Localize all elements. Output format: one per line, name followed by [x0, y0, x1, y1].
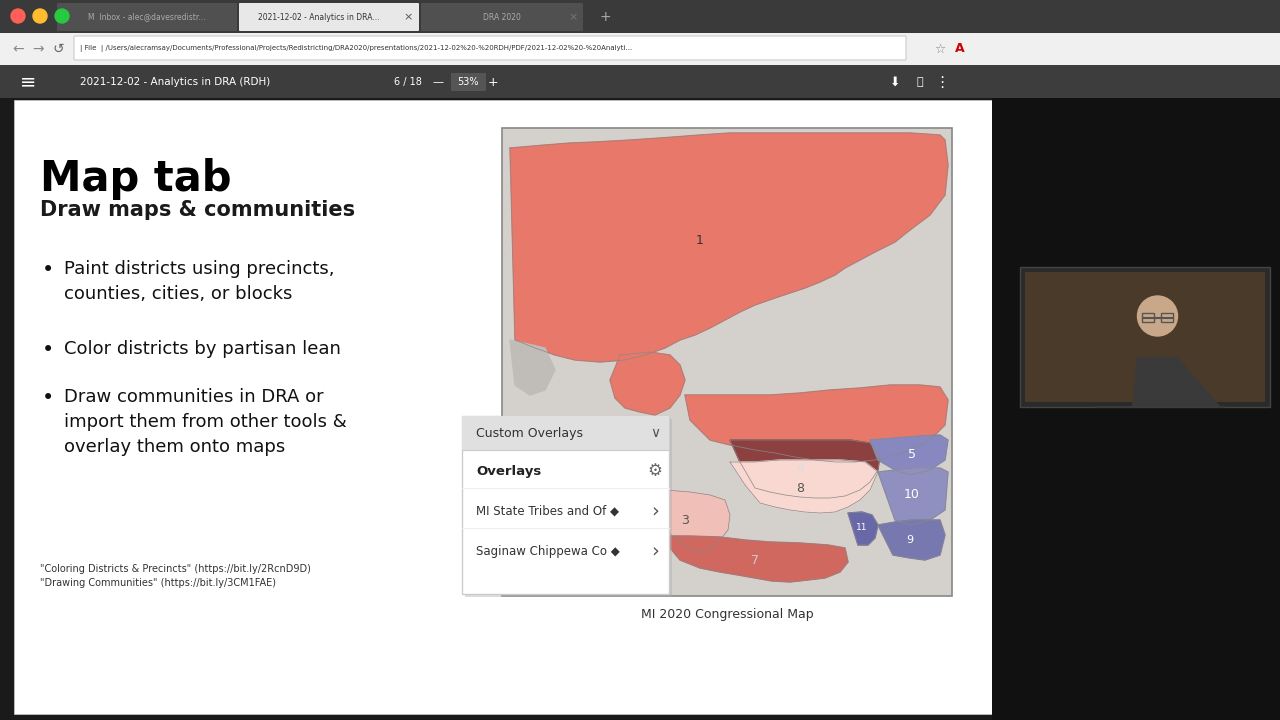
Text: ☆: ☆: [934, 42, 946, 55]
Text: M  Inbox - alec@davesredistr...: M Inbox - alec@davesredistr...: [88, 12, 206, 22]
Text: 2021-12-02 - Analytics in DRA (RDH): 2021-12-02 - Analytics in DRA (RDH): [79, 77, 270, 87]
Text: | File  | /Users/alecramsay/Documents/Professional/Projects/Redistricting/DRA202: | File | /Users/alecramsay/Documents/Pro…: [79, 45, 632, 53]
Text: 9: 9: [906, 535, 914, 545]
Text: 53%: 53%: [457, 77, 479, 87]
Bar: [992, 98, 1280, 720]
Text: —: —: [433, 77, 444, 87]
Text: A: A: [955, 42, 965, 55]
Polygon shape: [660, 536, 849, 582]
Text: ⋮: ⋮: [934, 74, 950, 89]
Bar: [502, 128, 952, 596]
Bar: [0, 65, 1280, 98]
Polygon shape: [870, 435, 948, 475]
Text: Color districts by partisan lean: Color districts by partisan lean: [64, 340, 340, 358]
Polygon shape: [878, 468, 948, 525]
Text: DRA 2020: DRA 2020: [483, 12, 521, 22]
Text: 1: 1: [696, 233, 704, 246]
FancyBboxPatch shape: [239, 3, 419, 31]
Bar: [462, 416, 669, 594]
FancyBboxPatch shape: [74, 36, 906, 60]
Text: 5: 5: [908, 449, 916, 462]
Polygon shape: [637, 490, 730, 552]
Text: Saginaw Chippewa Co ◆: Saginaw Chippewa Co ◆: [476, 544, 620, 557]
Circle shape: [33, 9, 47, 23]
Polygon shape: [509, 530, 660, 575]
Bar: [1142, 313, 1153, 322]
Polygon shape: [509, 340, 556, 395]
Text: 🖨: 🖨: [916, 77, 923, 87]
Bar: [1161, 313, 1172, 322]
Text: 2021-12-02 - Analytics in DRA...: 2021-12-02 - Analytics in DRA...: [259, 12, 380, 22]
Text: "Coloring Districts & Precincts" (https://bit.ly/2RcnD9D): "Coloring Districts & Precincts" (https:…: [40, 564, 311, 574]
FancyBboxPatch shape: [421, 3, 582, 31]
Circle shape: [55, 9, 69, 23]
Polygon shape: [878, 520, 945, 560]
Circle shape: [12, 9, 26, 23]
Text: ∨: ∨: [650, 426, 660, 440]
FancyBboxPatch shape: [58, 3, 237, 31]
Bar: [1025, 272, 1265, 402]
Text: +: +: [488, 76, 498, 89]
Bar: [1020, 267, 1270, 407]
Polygon shape: [509, 133, 948, 362]
Text: MI 2020 Congressional Map: MI 2020 Congressional Map: [641, 608, 813, 621]
Text: ›: ›: [652, 502, 659, 521]
Text: ×: ×: [568, 12, 577, 22]
Text: ×: ×: [403, 12, 412, 22]
Bar: [0, 0, 1280, 33]
Bar: [0, 33, 1280, 65]
Polygon shape: [849, 512, 878, 545]
Polygon shape: [730, 440, 881, 498]
Text: 6: 6: [571, 546, 579, 559]
Bar: [14, 100, 992, 714]
Circle shape: [1138, 296, 1178, 336]
Text: ›: ›: [652, 541, 659, 560]
Text: 11: 11: [856, 523, 868, 533]
Polygon shape: [509, 440, 668, 535]
Text: "Drawing Communities" (https://bit.ly/3CM1FAE): "Drawing Communities" (https://bit.ly/3C…: [40, 578, 276, 588]
Polygon shape: [685, 385, 948, 462]
Text: MI State Tribes and Of ◆: MI State Tribes and Of ◆: [476, 505, 620, 518]
Text: •: •: [42, 260, 54, 280]
Text: →: →: [32, 42, 44, 56]
Text: Draw maps & communities: Draw maps & communities: [40, 200, 355, 220]
Text: 3: 3: [681, 513, 689, 526]
Text: ←: ←: [13, 42, 24, 56]
Text: ⬇: ⬇: [890, 76, 900, 89]
Text: 6 / 18: 6 / 18: [394, 77, 422, 87]
Text: Paint districts using precincts,
counties, cities, or blocks: Paint districts using precincts, countie…: [64, 260, 334, 303]
Polygon shape: [730, 460, 878, 513]
Text: 10: 10: [904, 488, 920, 502]
Text: ⚙: ⚙: [648, 462, 663, 480]
Text: Overlays: Overlays: [476, 464, 541, 477]
Bar: [462, 416, 669, 450]
Bar: [451, 73, 486, 91]
Text: Custom Overlays: Custom Overlays: [476, 426, 582, 439]
Polygon shape: [1094, 358, 1225, 407]
Polygon shape: [611, 352, 685, 415]
Text: +: +: [599, 10, 611, 24]
Text: ≡: ≡: [19, 73, 36, 91]
Text: 4: 4: [796, 462, 804, 474]
Text: Map tab: Map tab: [40, 158, 232, 200]
Text: Draw communities in DRA or
import them from other tools &
overlay them onto maps: Draw communities in DRA or import them f…: [64, 388, 347, 456]
Bar: [465, 419, 672, 597]
Text: •: •: [42, 388, 54, 408]
Text: 7: 7: [751, 554, 759, 567]
Text: ↺: ↺: [52, 42, 64, 56]
Text: 8: 8: [796, 482, 804, 495]
Text: •: •: [42, 340, 54, 360]
Text: 2: 2: [566, 484, 573, 497]
